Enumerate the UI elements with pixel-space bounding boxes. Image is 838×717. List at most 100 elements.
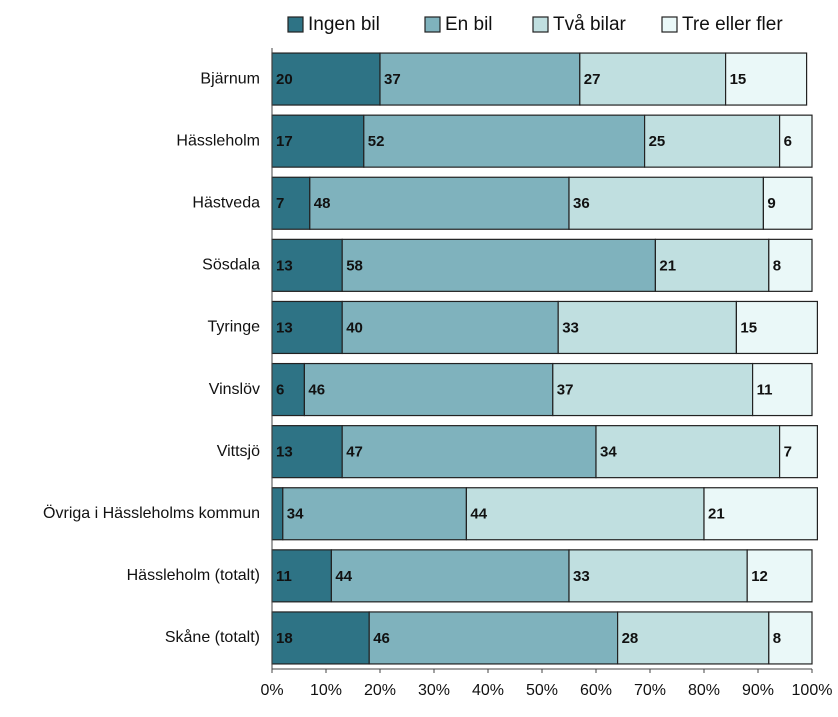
value-label: 46 xyxy=(373,630,390,647)
x-tick-label: 100% xyxy=(792,682,833,699)
bar-segment xyxy=(579,52,727,106)
x-tick-label: 50% xyxy=(526,682,558,699)
value-label: 46 xyxy=(308,382,325,399)
legend-swatch xyxy=(532,16,549,33)
value-label: 17 xyxy=(276,133,293,150)
legend-label: Ingen bil xyxy=(308,14,380,35)
value-label: 8 xyxy=(773,630,781,647)
value-label: 20 xyxy=(276,71,293,88)
value-label: 44 xyxy=(335,568,352,585)
value-label: 11 xyxy=(276,568,292,585)
bar-segment xyxy=(595,425,781,479)
value-label: 34 xyxy=(600,444,617,461)
value-label: 25 xyxy=(649,133,666,150)
value-label: 7 xyxy=(784,444,792,461)
bar-segment xyxy=(368,611,619,665)
bar-segment xyxy=(330,549,570,603)
value-label: 21 xyxy=(659,257,676,274)
value-label: 33 xyxy=(562,319,579,336)
value-label: 18 xyxy=(276,630,293,647)
bar-segment xyxy=(778,114,813,168)
bar-segment xyxy=(341,425,597,479)
bar-segment xyxy=(271,362,306,417)
value-label: 12 xyxy=(751,568,768,585)
y-tick-label: Hästveda xyxy=(192,194,260,211)
x-tick-label: 60% xyxy=(580,682,612,699)
x-tick-label: 70% xyxy=(634,682,666,699)
x-tick-label: 10% xyxy=(310,682,342,699)
legend-label: Två bilar xyxy=(553,14,627,35)
bar-segment xyxy=(341,300,559,355)
bar-segment xyxy=(271,425,343,479)
y-tick-label: Hässleholm xyxy=(176,132,260,149)
value-label: 36 xyxy=(573,195,590,212)
value-label: 8 xyxy=(773,257,781,274)
value-label: 15 xyxy=(740,319,757,336)
bar-segment xyxy=(762,176,813,230)
value-label: 21 xyxy=(708,506,725,523)
value-label: 48 xyxy=(314,195,331,212)
value-label: 6 xyxy=(784,133,792,150)
bar-segment xyxy=(465,487,705,541)
legend-swatch xyxy=(661,16,678,33)
bar-segment xyxy=(616,611,770,665)
bar-segment xyxy=(643,114,781,168)
x-tick-label: 0% xyxy=(260,682,283,699)
value-label: 44 xyxy=(470,506,487,523)
value-label: 13 xyxy=(276,319,293,336)
bar-segment xyxy=(568,549,748,603)
value-label: 11 xyxy=(757,382,773,399)
x-tick-label: 20% xyxy=(364,682,396,699)
bar-segment xyxy=(271,52,381,106)
x-tick-label: 40% xyxy=(472,682,504,699)
value-label: 34 xyxy=(287,506,304,523)
value-label: 7 xyxy=(276,195,284,212)
value-label: 33 xyxy=(573,568,590,585)
legend-swatch xyxy=(424,16,441,33)
bar-segment xyxy=(568,176,764,230)
value-label: 9 xyxy=(767,195,775,212)
x-tick-label: 90% xyxy=(742,682,774,699)
bar-segment xyxy=(654,238,770,292)
bar-segment xyxy=(271,611,370,665)
value-label: 37 xyxy=(384,71,401,88)
legend-swatch xyxy=(287,16,304,33)
y-tick-label: Bjärnum xyxy=(200,70,260,87)
legend-label: Tre eller fler xyxy=(682,14,783,35)
y-tick-label: Sösdala xyxy=(202,257,260,274)
bar-segment xyxy=(271,549,333,603)
value-label: 13 xyxy=(276,444,293,461)
bar-segment xyxy=(363,114,646,168)
bar-segment xyxy=(703,487,819,541)
bar-segment xyxy=(724,52,808,106)
y-tick-label: Skåne (totalt) xyxy=(165,628,260,646)
bar-segment xyxy=(746,549,813,603)
bar-segment xyxy=(778,425,818,479)
y-tick-label: Vittsjö xyxy=(217,443,260,460)
legend-label: En bil xyxy=(445,14,493,35)
bar-segment xyxy=(341,238,657,292)
y-tick-label: Hässleholm (totalt) xyxy=(127,567,260,584)
bar-segment xyxy=(768,238,813,292)
value-label: 52 xyxy=(368,133,385,150)
value-label: 58 xyxy=(346,257,363,274)
bar-segment xyxy=(768,611,813,665)
x-tick-label: 30% xyxy=(418,682,450,699)
bar-segment xyxy=(735,300,819,355)
value-label: 40 xyxy=(346,319,363,336)
value-label: 28 xyxy=(622,630,639,647)
value-label: 47 xyxy=(346,444,363,461)
value-label: 15 xyxy=(730,71,747,88)
y-tick-label: Övriga i Hässleholms kommun xyxy=(43,504,260,522)
value-label: 6 xyxy=(276,382,284,399)
bar-segment xyxy=(751,362,813,417)
x-tick-label: 80% xyxy=(688,682,720,699)
bar-segment xyxy=(557,300,738,355)
bar-segment xyxy=(271,487,284,541)
value-label: 27 xyxy=(584,71,601,88)
bar-segment xyxy=(303,362,554,417)
bar-segment xyxy=(552,362,754,417)
value-label: 37 xyxy=(557,382,574,399)
bar-segment xyxy=(379,52,581,106)
bar-segment xyxy=(271,176,311,230)
